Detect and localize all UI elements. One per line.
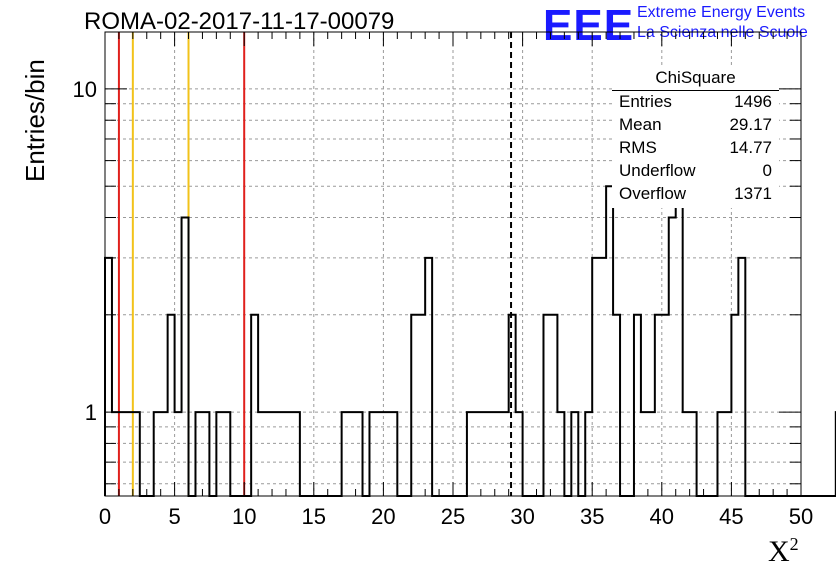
eee-logo: EEE (543, 1, 635, 50)
x-tick-label: 0 (99, 504, 111, 529)
stats-key: RMS (619, 138, 657, 157)
stats-key: Underflow (619, 161, 696, 180)
y-tick-label: 1 (85, 400, 97, 425)
x-tick-label: 40 (650, 504, 674, 529)
x-tick-label: 25 (441, 504, 465, 529)
x-tick-label: 30 (510, 504, 534, 529)
x-tick-label: 5 (168, 504, 180, 529)
stats-row: Underflow 0 (619, 161, 772, 183)
stats-row: Overflow 1371 (619, 184, 772, 206)
stats-title: ChiSquare (655, 68, 736, 87)
stats-key: Overflow (619, 184, 687, 203)
x-tick-label: 35 (580, 504, 604, 529)
stats-box: ChiSquare Entries 1496 Mean 29.17 RMS 14… (612, 68, 779, 208)
x-tick-label: 10 (232, 504, 256, 529)
stats-value: 1371 (734, 184, 772, 203)
logo-subtitle-1: Extreme Energy Events (637, 4, 806, 21)
stats-value: 0 (762, 161, 772, 180)
stats-row: Entries 1496 (619, 92, 772, 114)
x-tick-label: 15 (302, 504, 326, 529)
x-axis-label: X2 (768, 534, 799, 569)
stats-key: Mean (619, 115, 662, 134)
x-tick-label: 50 (789, 504, 813, 529)
stats-divider (612, 90, 779, 91)
stats-value: 14.77 (729, 138, 772, 157)
x-tick-label: 45 (719, 504, 743, 529)
x-tick-label: 20 (371, 504, 395, 529)
stats-row: Mean 29.17 (619, 115, 772, 137)
x-axis-label-base: X (768, 535, 790, 568)
stats-row: RMS 14.77 (619, 138, 772, 160)
stats-value: 29.17 (729, 115, 772, 134)
stats-value: 1496 (734, 92, 772, 111)
histogram-series (104, 185, 836, 497)
y-tick-label: 10 (73, 77, 97, 102)
x-axis-label-exponent: 2 (789, 534, 799, 554)
chart-title: ROMA-02-2017-11-17-00079 (84, 8, 395, 35)
stats-key: Entries (619, 92, 672, 111)
